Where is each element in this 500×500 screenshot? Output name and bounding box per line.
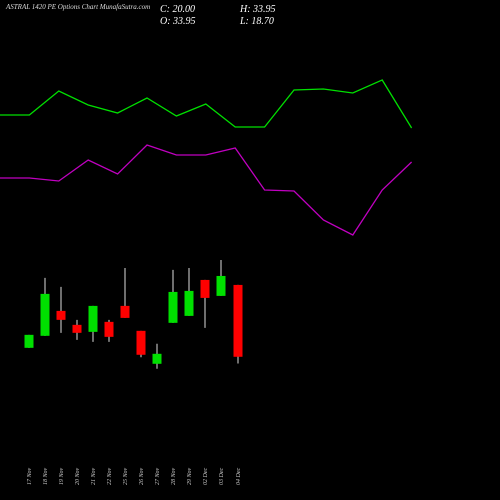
x-tick-label: 04 Dec xyxy=(235,468,242,485)
x-tick-label: 22 Nov xyxy=(107,467,113,485)
x-tick-label: 21 Nov xyxy=(91,467,97,485)
candle-body xyxy=(120,305,130,318)
x-tick-label: 29 Nov xyxy=(187,467,193,485)
candle-body xyxy=(233,284,243,357)
candle-body xyxy=(184,290,194,316)
candle-body xyxy=(72,324,82,333)
ohlc-low: L: 18.70 xyxy=(239,16,274,27)
x-tick-label: 27 Nov xyxy=(155,467,161,485)
indicator-line xyxy=(0,79,413,129)
candle-body xyxy=(24,334,34,348)
x-tick-label: 28 Nov xyxy=(171,467,177,485)
x-tick-label: 03 Dec xyxy=(219,468,225,485)
candle-body xyxy=(200,279,210,298)
x-tick-label: 19 Nov xyxy=(59,467,65,485)
ohlc-high: H: 33.95 xyxy=(239,4,276,15)
x-tick-label: 18 Nov xyxy=(43,467,49,485)
candle-body xyxy=(56,310,66,320)
ohlc-open: O: 33.95 xyxy=(160,16,196,27)
candle-body xyxy=(88,305,98,332)
x-tick-label: 02 Dec xyxy=(203,468,209,485)
ohlc-close: C: 20.00 xyxy=(160,4,195,15)
indicator-line xyxy=(0,144,413,236)
x-tick-label: 17 Nov xyxy=(27,467,33,485)
x-tick-label: 20 Nov xyxy=(75,467,81,485)
chart-title: ASTRAL 1420 PE Options Chart MunafaSutra… xyxy=(5,3,150,11)
candle-body xyxy=(40,293,50,336)
candle-body xyxy=(168,291,178,323)
x-tick-label: 26 Nov xyxy=(139,467,145,485)
candle-body xyxy=(136,330,146,355)
candle-body xyxy=(152,353,162,364)
candle-body xyxy=(216,275,226,296)
x-tick-label: 25 Nov xyxy=(123,467,129,485)
candle-body xyxy=(104,321,114,337)
